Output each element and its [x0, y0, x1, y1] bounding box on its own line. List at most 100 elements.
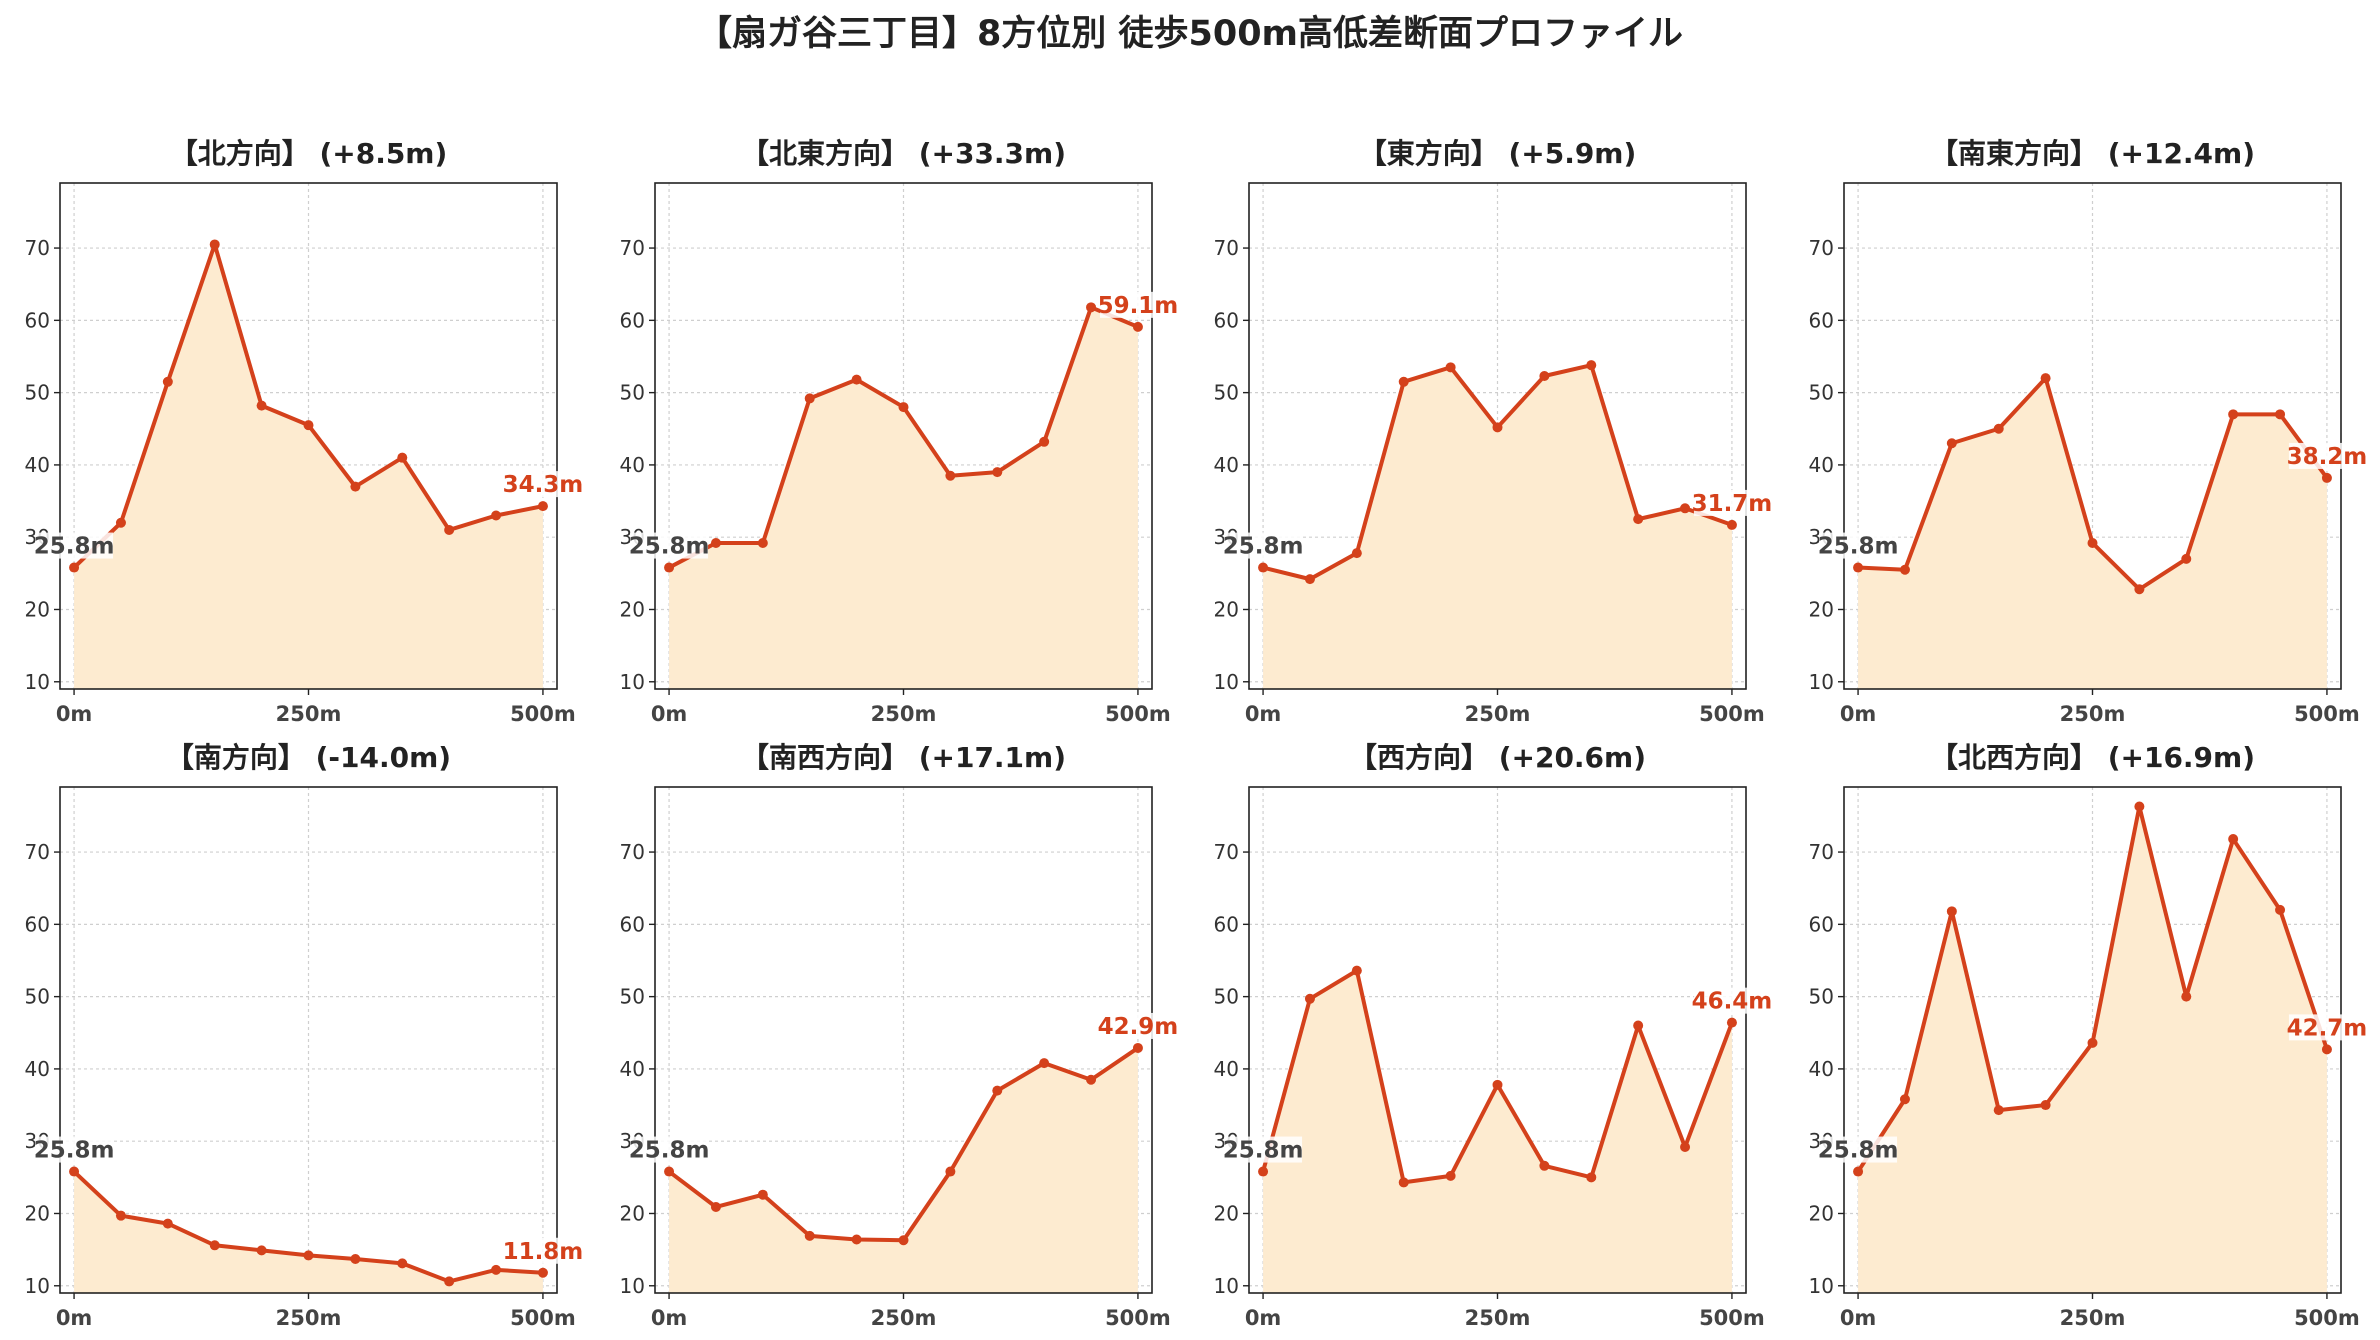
data-point: [2087, 1037, 2098, 1048]
data-point: [1680, 503, 1691, 514]
xtick-label: 500m: [2294, 1306, 2360, 1330]
data-point: [945, 470, 956, 481]
xtick-label: 250m: [871, 702, 937, 726]
elevation-area: [1858, 378, 2327, 689]
elevation-area: [74, 244, 543, 689]
end-elevation-label: 11.8m: [503, 1239, 584, 1265]
panel-1: 【北東方向】 (+33.3m)102030405060700m250m500m2…: [620, 137, 1179, 726]
ytick-label: 40: [25, 1057, 50, 1081]
panel-title: 【北東方向】 (+33.3m): [741, 137, 1066, 170]
data-point: [1539, 1160, 1550, 1171]
data-point: [898, 1235, 909, 1246]
data-point: [1086, 302, 1097, 313]
end-label-bg: [504, 471, 581, 498]
end-label-bg: [2288, 442, 2365, 469]
end-label-bg: [1693, 987, 1770, 1014]
ytick-label: 70: [1214, 840, 1239, 864]
data-point: [350, 1254, 361, 1265]
xtick-label: 500m: [1105, 1306, 1171, 1330]
ytick-label: 10: [1809, 1274, 1834, 1298]
ytick-label: 60: [25, 912, 50, 936]
xtick-label: 0m: [651, 1306, 688, 1330]
ytick-label: 60: [1214, 308, 1239, 332]
data-point: [2275, 409, 2286, 420]
data-point: [1445, 1170, 1456, 1181]
xtick-label: 250m: [1465, 702, 1531, 726]
ytick-label: 70: [25, 236, 50, 260]
data-point: [115, 1210, 126, 1221]
panels: 【北方向】 (+8.5m)102030405060700m250m500m25.…: [25, 137, 2368, 1330]
figure-title: 【扇ガ谷三丁目】8方位別 徒歩500m高低差断面プロファイル: [697, 14, 1683, 54]
ytick-label: 60: [620, 308, 645, 332]
end-label-bg: [1099, 291, 1176, 318]
start-elevation-label: 25.8m: [1818, 534, 1899, 560]
data-point: [162, 1218, 173, 1229]
data-point: [491, 1264, 502, 1275]
ytick-label: 20: [1214, 1201, 1239, 1225]
data-point: [1993, 423, 2004, 434]
ytick-label: 50: [1214, 985, 1239, 1009]
data-point: [757, 1189, 768, 1200]
ytick-label: 10: [25, 1274, 50, 1298]
data-point: [1132, 321, 1143, 332]
xtick-label: 250m: [1465, 1306, 1531, 1330]
ytick-label: 70: [1214, 236, 1239, 260]
data-point: [2040, 373, 2051, 384]
data-point: [1398, 1177, 1409, 1188]
start-label-bg: [630, 532, 709, 559]
panel-title: 【北方向】 (+8.5m): [170, 137, 448, 170]
xtick-label: 500m: [1105, 702, 1171, 726]
xtick-label: 0m: [651, 702, 688, 726]
panel-title: 【南方向】 (-14.0m): [166, 741, 451, 774]
data-point: [2228, 834, 2239, 845]
ytick-label: 50: [25, 985, 50, 1009]
ytick-label: 20: [620, 597, 645, 621]
data-point: [1086, 1074, 1097, 1085]
data-point: [1258, 562, 1269, 573]
data-point: [209, 1240, 220, 1251]
end-label-bg: [504, 1237, 581, 1264]
start-label-bg: [35, 1136, 114, 1163]
elevation-area: [1858, 806, 2327, 1293]
data-point: [1993, 1105, 2004, 1116]
end-label-bg: [1693, 489, 1770, 516]
data-point: [2134, 801, 2145, 812]
ytick-label: 20: [1214, 597, 1239, 621]
data-point: [1039, 1058, 1050, 1069]
data-point: [1853, 1166, 1864, 1177]
data-point: [115, 517, 126, 528]
end-elevation-label: 34.3m: [503, 472, 584, 498]
start-elevation-label: 25.8m: [1818, 1138, 1899, 1164]
xtick-label: 0m: [56, 702, 93, 726]
ytick-label: 20: [620, 1201, 645, 1225]
ytick-label: 40: [1809, 1057, 1834, 1081]
data-point: [1586, 360, 1597, 371]
data-point: [1633, 1020, 1644, 1031]
ytick-label: 60: [1214, 912, 1239, 936]
panel-title: 【北西方向】 (+16.9m): [1930, 741, 2255, 774]
ytick-label: 20: [1809, 597, 1834, 621]
data-point: [69, 562, 80, 573]
xtick-label: 250m: [276, 702, 342, 726]
ytick-label: 50: [620, 381, 645, 405]
ytick-label: 10: [1214, 1274, 1239, 1298]
data-point: [69, 1166, 80, 1177]
data-point: [2321, 472, 2332, 483]
data-point: [757, 537, 768, 548]
panel-5: 【南西方向】 (+17.1m)102030405060700m250m500m2…: [620, 741, 1179, 1330]
ytick-label: 40: [1809, 453, 1834, 477]
data-point: [945, 1166, 956, 1177]
data-point: [710, 1201, 721, 1212]
data-point: [444, 524, 455, 535]
data-point: [1539, 371, 1550, 382]
data-point: [2134, 584, 2145, 595]
data-point: [350, 481, 361, 492]
data-point: [1899, 564, 1910, 575]
data-point: [1586, 1172, 1597, 1183]
end-label-bg: [1099, 1012, 1176, 1039]
panel-title: 【西方向】 (+20.6m): [1349, 741, 1646, 774]
ytick-label: 40: [620, 453, 645, 477]
start-label-bg: [630, 1136, 709, 1163]
